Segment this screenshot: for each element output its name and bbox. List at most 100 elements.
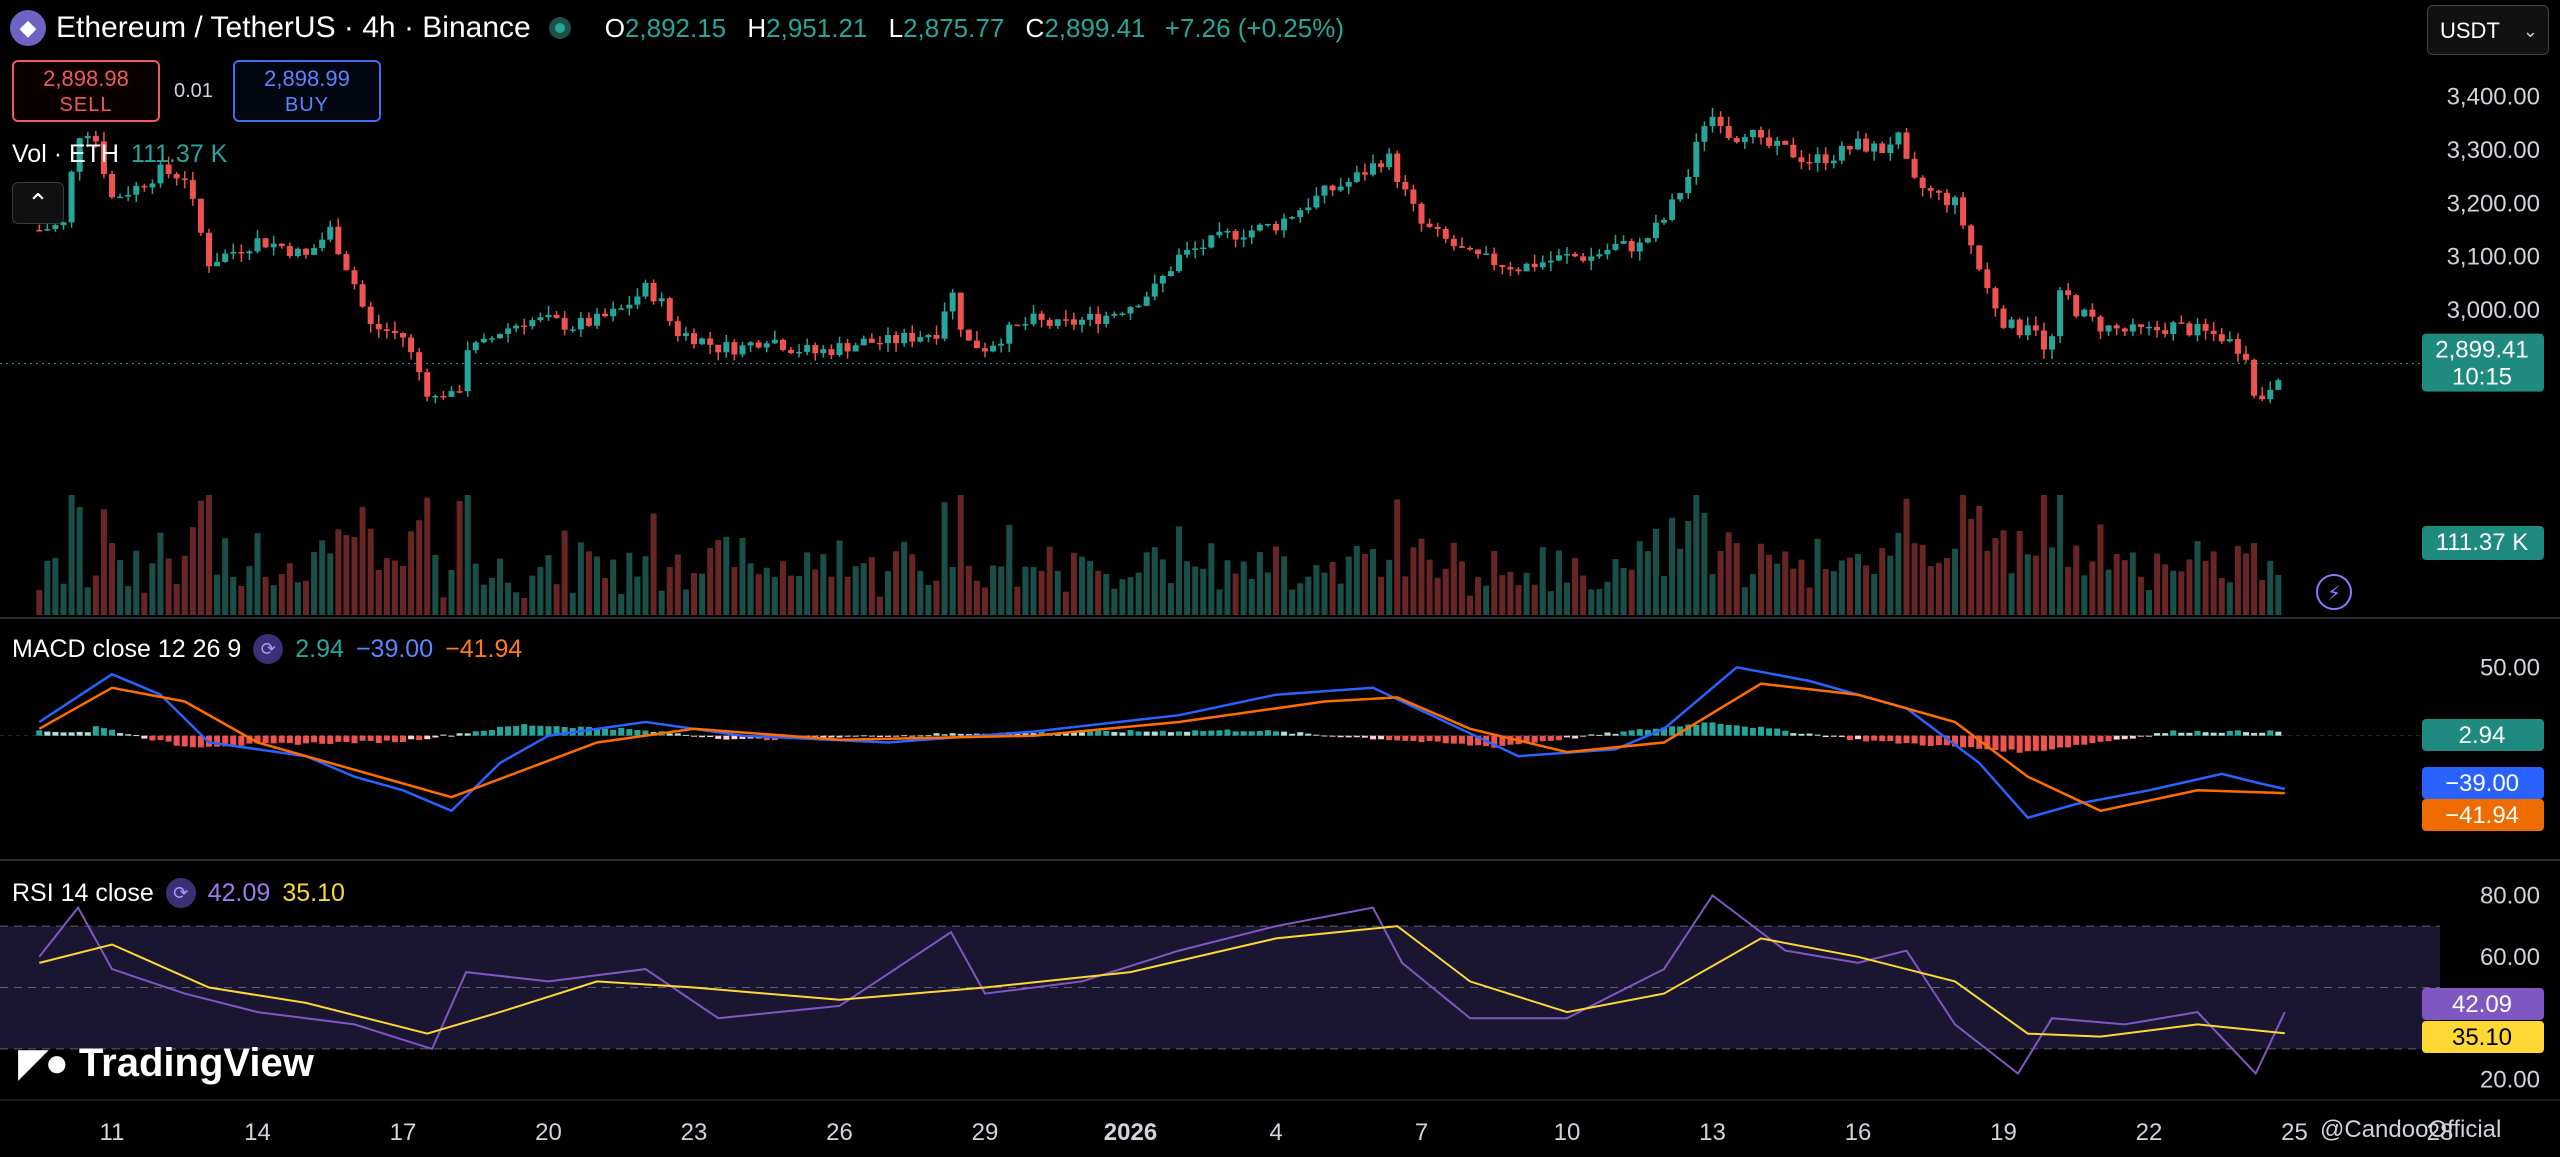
- time-tick-label: 29: [972, 1119, 999, 1146]
- lightning-icon[interactable]: ⚡: [2316, 574, 2352, 610]
- volume-bar: [804, 552, 811, 615]
- rsi-value-tag-text: 42.09: [2452, 991, 2512, 1018]
- volume-bar: [1766, 554, 1773, 615]
- macd-histogram-bar: [2146, 735, 2152, 737]
- candle-body: [100, 141, 107, 175]
- macd-histogram-bar: [1895, 735, 1902, 744]
- volume-bar: [1297, 583, 1304, 615]
- volume-bar: [2089, 561, 2096, 615]
- volume-bar: [1192, 566, 1199, 615]
- macd-histogram-bar: [1596, 734, 1603, 736]
- volume-bar: [367, 528, 374, 615]
- close-label: C: [1025, 12, 1045, 43]
- macd-histogram-bar: [941, 734, 948, 736]
- macd-signal-line: [38, 682, 2285, 813]
- macd-histogram-bar: [1022, 732, 1029, 736]
- candle-body: [1661, 219, 1667, 223]
- candle-body: [117, 196, 124, 199]
- volume-bar: [1208, 543, 1215, 615]
- candle-body: [941, 311, 948, 339]
- candle-body: [1580, 256, 1587, 261]
- candle-body: [1475, 249, 1482, 255]
- candle-body: [2137, 324, 2144, 327]
- candle-body: [763, 343, 770, 348]
- volume-bar: [1838, 560, 1845, 615]
- buy-button[interactable]: 2,898.99 BUY: [233, 60, 381, 122]
- candle-body: [448, 391, 455, 397]
- volume-bar: [1159, 559, 1166, 615]
- volume-bar: [1879, 548, 1886, 615]
- candle-body: [1531, 263, 1538, 268]
- volume-bar: [747, 563, 754, 615]
- volume-bar: [1079, 556, 1085, 615]
- volume-bar: [1604, 581, 1611, 615]
- symbol-title[interactable]: Ethereum / TetherUS · 4h · Binance: [56, 11, 531, 44]
- volume-bar: [1248, 579, 1255, 615]
- volume-bar: [1741, 587, 1748, 615]
- candle-body: [1838, 145, 1845, 161]
- currency-select[interactable]: USDT ⌄: [2427, 5, 2549, 55]
- macd-legend[interactable]: MACD close 12 26 9 ⟳ 2.94 −39.00 −41.94: [12, 634, 522, 664]
- volume-name: Vol · ETH: [12, 140, 119, 168]
- indicator-settings-icon[interactable]: ⟳: [165, 878, 196, 908]
- volume-bar: [1176, 526, 1182, 615]
- rsi-legend[interactable]: RSI 14 close ⟳ 42.09 35.10: [12, 878, 345, 908]
- candle-body: [472, 342, 479, 351]
- macd-histogram-bar: [626, 729, 633, 736]
- volume-bar: [1119, 579, 1126, 615]
- candle-body: [909, 332, 916, 342]
- candle-body: [933, 334, 940, 339]
- indicator-settings-icon[interactable]: ⟳: [253, 634, 284, 664]
- macd-histogram-bar: [505, 726, 512, 736]
- volume-legend[interactable]: Vol · ETH 111.37 K: [12, 140, 227, 169]
- candle-body: [1943, 192, 1950, 206]
- volume-bar: [497, 558, 503, 615]
- candle-body: [278, 243, 285, 247]
- macd-histogram-bar: [1111, 731, 1118, 736]
- macd-histogram-bar: [157, 735, 164, 741]
- sell-button[interactable]: 2,898.98 SELL: [12, 60, 160, 122]
- volume-bar: [990, 565, 997, 615]
- candle-body: [755, 342, 762, 348]
- candle-body: [1022, 324, 1029, 326]
- macd-histogram-bar: [836, 735, 843, 738]
- volume-bar: [343, 535, 350, 615]
- candle-body: [1871, 143, 1878, 152]
- candle-body: [2008, 319, 2015, 328]
- macd-histogram-bar: [464, 733, 471, 736]
- tradingview-logo: ◤● TradingView: [18, 1040, 314, 1086]
- candle-body: [618, 308, 625, 310]
- macd-histogram-bar: [545, 726, 552, 736]
- candle-body: [885, 335, 891, 344]
- macd-histogram-bar: [1604, 732, 1611, 736]
- volume-bar: [303, 580, 309, 615]
- candle-body: [1903, 132, 1910, 159]
- last-price-tag-text: 2,899.41: [2435, 337, 2528, 364]
- volume-bar: [165, 558, 172, 615]
- macd-histogram-bar: [1814, 734, 1821, 736]
- volume-bar: [1321, 572, 1328, 615]
- volume-bar: [739, 537, 746, 615]
- volume-bar: [505, 582, 512, 615]
- candle-body: [1418, 203, 1425, 224]
- candle-body: [715, 344, 722, 353]
- macd-histogram-bar: [618, 727, 625, 736]
- candle-body: [577, 317, 584, 330]
- candle-body: [682, 333, 689, 337]
- macd-histogram-bar: [1879, 735, 1886, 742]
- volume-bar: [1256, 552, 1263, 615]
- candle-body: [262, 238, 269, 248]
- change-value: +7.26 (+0.25%): [1164, 12, 1344, 43]
- volume-bar: [771, 577, 778, 615]
- volume-bar: [1184, 561, 1191, 615]
- volume-bar: [424, 497, 431, 615]
- time-tick-label: 7: [1415, 1119, 1428, 1146]
- candle-body: [1741, 137, 1748, 143]
- macd-histogram-bar: [2073, 735, 2080, 745]
- rsi-name: RSI 14 close: [12, 878, 154, 907]
- currency-value: USDT: [2440, 18, 2500, 43]
- chevron-up-icon[interactable]: ⌃: [12, 182, 64, 224]
- candle-body: [1919, 177, 1926, 189]
- macd-histogram-bar: [602, 728, 609, 736]
